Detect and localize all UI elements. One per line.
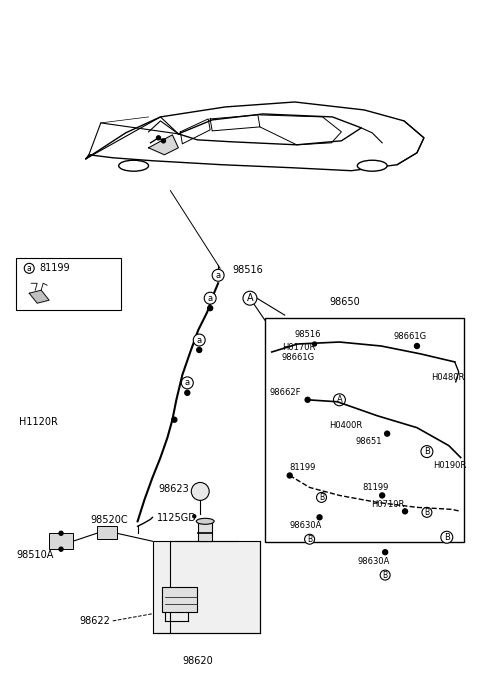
Polygon shape (148, 135, 179, 155)
Circle shape (305, 534, 314, 544)
Text: B: B (307, 534, 312, 543)
Circle shape (384, 431, 390, 436)
Text: 81199: 81199 (290, 463, 316, 472)
Text: A: A (247, 293, 253, 303)
Text: H0400R: H0400R (329, 421, 363, 430)
Circle shape (380, 493, 384, 498)
Circle shape (334, 394, 346, 406)
Bar (198, 521, 212, 541)
Ellipse shape (196, 518, 214, 524)
Circle shape (59, 547, 63, 551)
Text: 98661G: 98661G (282, 354, 315, 363)
Circle shape (197, 348, 202, 352)
Text: B: B (383, 571, 388, 580)
Text: H0170R: H0170R (282, 343, 315, 352)
Text: a: a (208, 294, 213, 303)
Text: H0480R: H0480R (431, 373, 464, 382)
Bar (49, 533, 73, 549)
Text: a: a (197, 336, 202, 345)
Text: H1120R: H1120R (19, 417, 58, 427)
Circle shape (403, 509, 408, 514)
Circle shape (193, 334, 205, 346)
Text: a: a (216, 271, 221, 280)
Text: a: a (185, 378, 190, 387)
Circle shape (181, 377, 193, 389)
Text: 98516: 98516 (232, 265, 263, 275)
Text: a: a (27, 264, 32, 273)
Circle shape (172, 417, 177, 422)
Circle shape (312, 342, 316, 346)
Circle shape (208, 306, 213, 311)
Circle shape (156, 136, 160, 140)
Circle shape (204, 292, 216, 304)
Text: 98630A: 98630A (290, 521, 322, 530)
Circle shape (316, 493, 326, 502)
Ellipse shape (119, 161, 148, 171)
Circle shape (193, 515, 196, 518)
Circle shape (422, 507, 432, 517)
Text: 98661G: 98661G (393, 332, 426, 341)
Polygon shape (29, 291, 49, 303)
Circle shape (317, 515, 322, 520)
Text: B: B (444, 533, 450, 541)
Bar (97, 526, 117, 539)
Text: 98662F: 98662F (270, 389, 301, 398)
Text: 81199: 81199 (362, 483, 389, 492)
Text: 98622: 98622 (79, 616, 110, 626)
Circle shape (243, 291, 257, 305)
Circle shape (287, 473, 292, 478)
Text: H0710R: H0710R (371, 500, 405, 509)
FancyBboxPatch shape (153, 541, 260, 633)
Text: 98510A: 98510A (16, 550, 54, 560)
Text: A: A (336, 395, 342, 404)
Text: B: B (424, 447, 430, 456)
Circle shape (185, 391, 190, 395)
Text: 98516: 98516 (295, 329, 321, 338)
Circle shape (441, 531, 453, 543)
Circle shape (380, 570, 390, 580)
Circle shape (415, 343, 420, 348)
Text: H0190R: H0190R (433, 461, 466, 470)
Circle shape (421, 445, 433, 457)
FancyBboxPatch shape (265, 318, 464, 542)
Circle shape (59, 531, 63, 535)
Circle shape (212, 270, 224, 281)
Text: 98620: 98620 (183, 656, 214, 666)
Text: 98630A: 98630A (357, 557, 390, 566)
Text: B: B (319, 493, 324, 502)
FancyBboxPatch shape (16, 259, 120, 310)
Circle shape (383, 550, 388, 555)
Circle shape (216, 273, 221, 278)
Circle shape (161, 139, 166, 142)
Circle shape (192, 482, 209, 500)
Ellipse shape (357, 161, 387, 171)
Text: 98651: 98651 (355, 437, 382, 446)
Circle shape (24, 263, 34, 273)
Text: B: B (424, 508, 430, 517)
Text: 1125GD: 1125GD (156, 514, 196, 523)
Bar (162, 587, 197, 612)
Text: 81199: 81199 (39, 263, 70, 273)
Text: 98623: 98623 (158, 484, 189, 494)
Text: 98520C: 98520C (91, 515, 129, 525)
Circle shape (305, 398, 310, 402)
Text: 98650: 98650 (329, 297, 360, 307)
